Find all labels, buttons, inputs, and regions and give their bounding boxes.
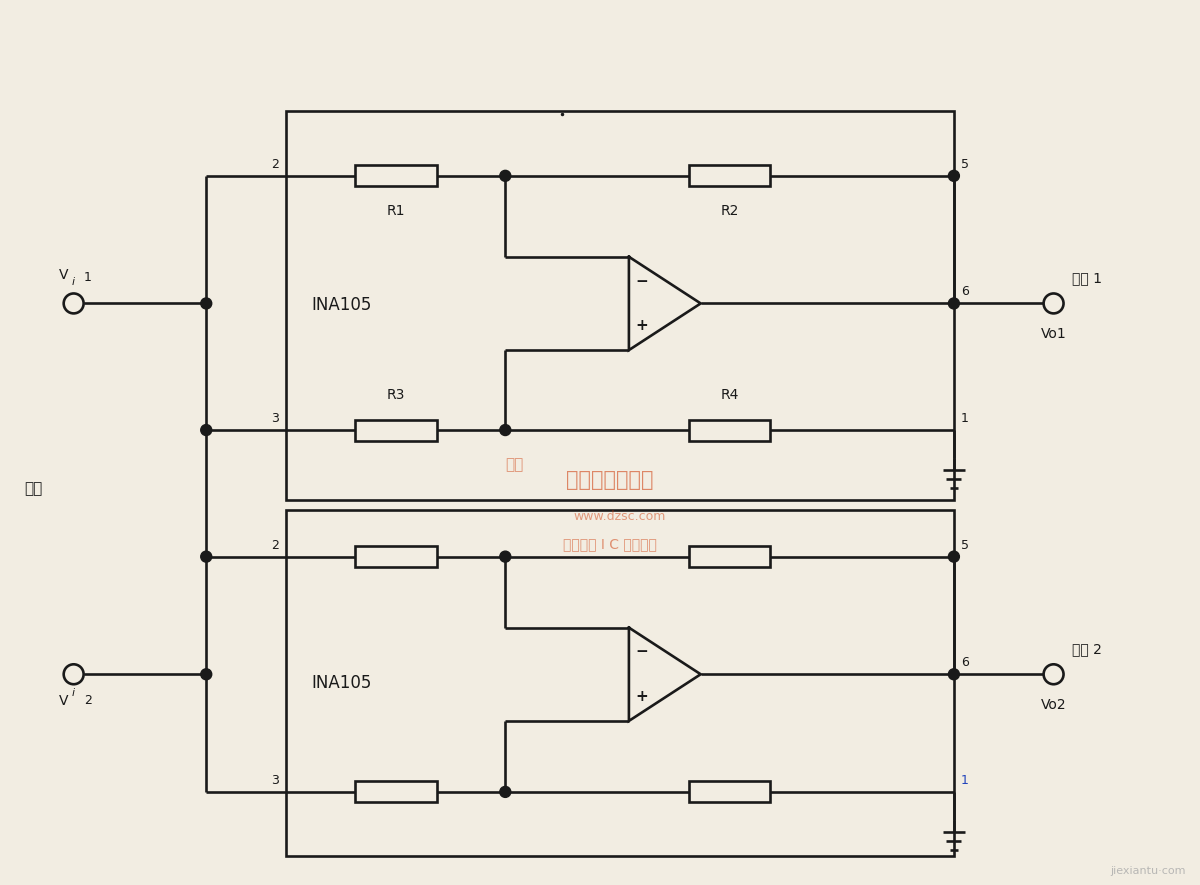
Text: 1: 1 [961, 412, 968, 425]
Text: R4: R4 [720, 389, 739, 402]
Text: 维库电子市场网: 维库电子市场网 [566, 470, 654, 490]
Text: 输入: 输入 [24, 481, 42, 496]
Text: 2: 2 [271, 539, 280, 551]
Bar [689, 419, 770, 441]
Bar [355, 781, 437, 803]
Circle shape [200, 298, 211, 309]
Text: Vo1: Vo1 [1040, 327, 1067, 342]
Text: 1: 1 [84, 271, 91, 283]
Text: Vo2: Vo2 [1040, 698, 1067, 712]
Text: 6: 6 [961, 286, 968, 298]
Circle shape [500, 787, 511, 797]
Circle shape [64, 665, 84, 684]
Circle shape [948, 669, 959, 680]
Text: V: V [59, 267, 68, 281]
Circle shape [200, 551, 211, 562]
Text: 1: 1 [961, 773, 968, 787]
Bar [355, 165, 437, 187]
Text: R1: R1 [386, 204, 404, 218]
Bar [355, 419, 437, 441]
Bar [286, 510, 954, 856]
Text: i: i [72, 278, 74, 288]
Text: 杭州: 杭州 [505, 458, 523, 473]
Text: 输出 1: 输出 1 [1072, 272, 1102, 286]
Text: 5: 5 [961, 539, 968, 551]
Circle shape [948, 170, 959, 181]
Text: 输出 2: 输出 2 [1072, 643, 1102, 657]
Text: 5: 5 [961, 158, 968, 171]
Circle shape [200, 425, 211, 435]
Bar [355, 546, 437, 567]
Circle shape [200, 669, 211, 680]
Text: INA105: INA105 [311, 673, 371, 692]
Circle shape [500, 551, 511, 562]
Text: 全球最大 I C 采购网站: 全球最大 I C 采购网站 [563, 538, 656, 551]
Text: V: V [59, 694, 68, 708]
Text: +: + [636, 319, 648, 334]
Bar [689, 781, 770, 803]
Text: 6: 6 [961, 657, 968, 669]
Circle shape [1044, 665, 1063, 684]
Circle shape [64, 294, 84, 313]
Text: i: i [72, 689, 74, 698]
Text: 3: 3 [271, 773, 280, 787]
Text: jiexiantu·com: jiexiantu·com [1111, 866, 1186, 875]
Text: −: − [636, 273, 648, 289]
Text: 2: 2 [271, 158, 280, 171]
Circle shape [948, 298, 959, 309]
Text: 3: 3 [271, 412, 280, 425]
Bar [286, 111, 954, 500]
Text: +: + [636, 689, 648, 704]
Text: www.dzsc.com: www.dzsc.com [574, 511, 666, 523]
Text: R2: R2 [720, 204, 739, 218]
Circle shape [500, 170, 511, 181]
Circle shape [1044, 294, 1063, 313]
Circle shape [948, 551, 959, 562]
Text: R3: R3 [386, 389, 404, 402]
Text: −: − [636, 644, 648, 659]
Text: INA105: INA105 [311, 296, 371, 314]
Text: 2: 2 [84, 694, 91, 707]
Bar [689, 546, 770, 567]
Bar [689, 165, 770, 187]
Circle shape [500, 425, 511, 435]
